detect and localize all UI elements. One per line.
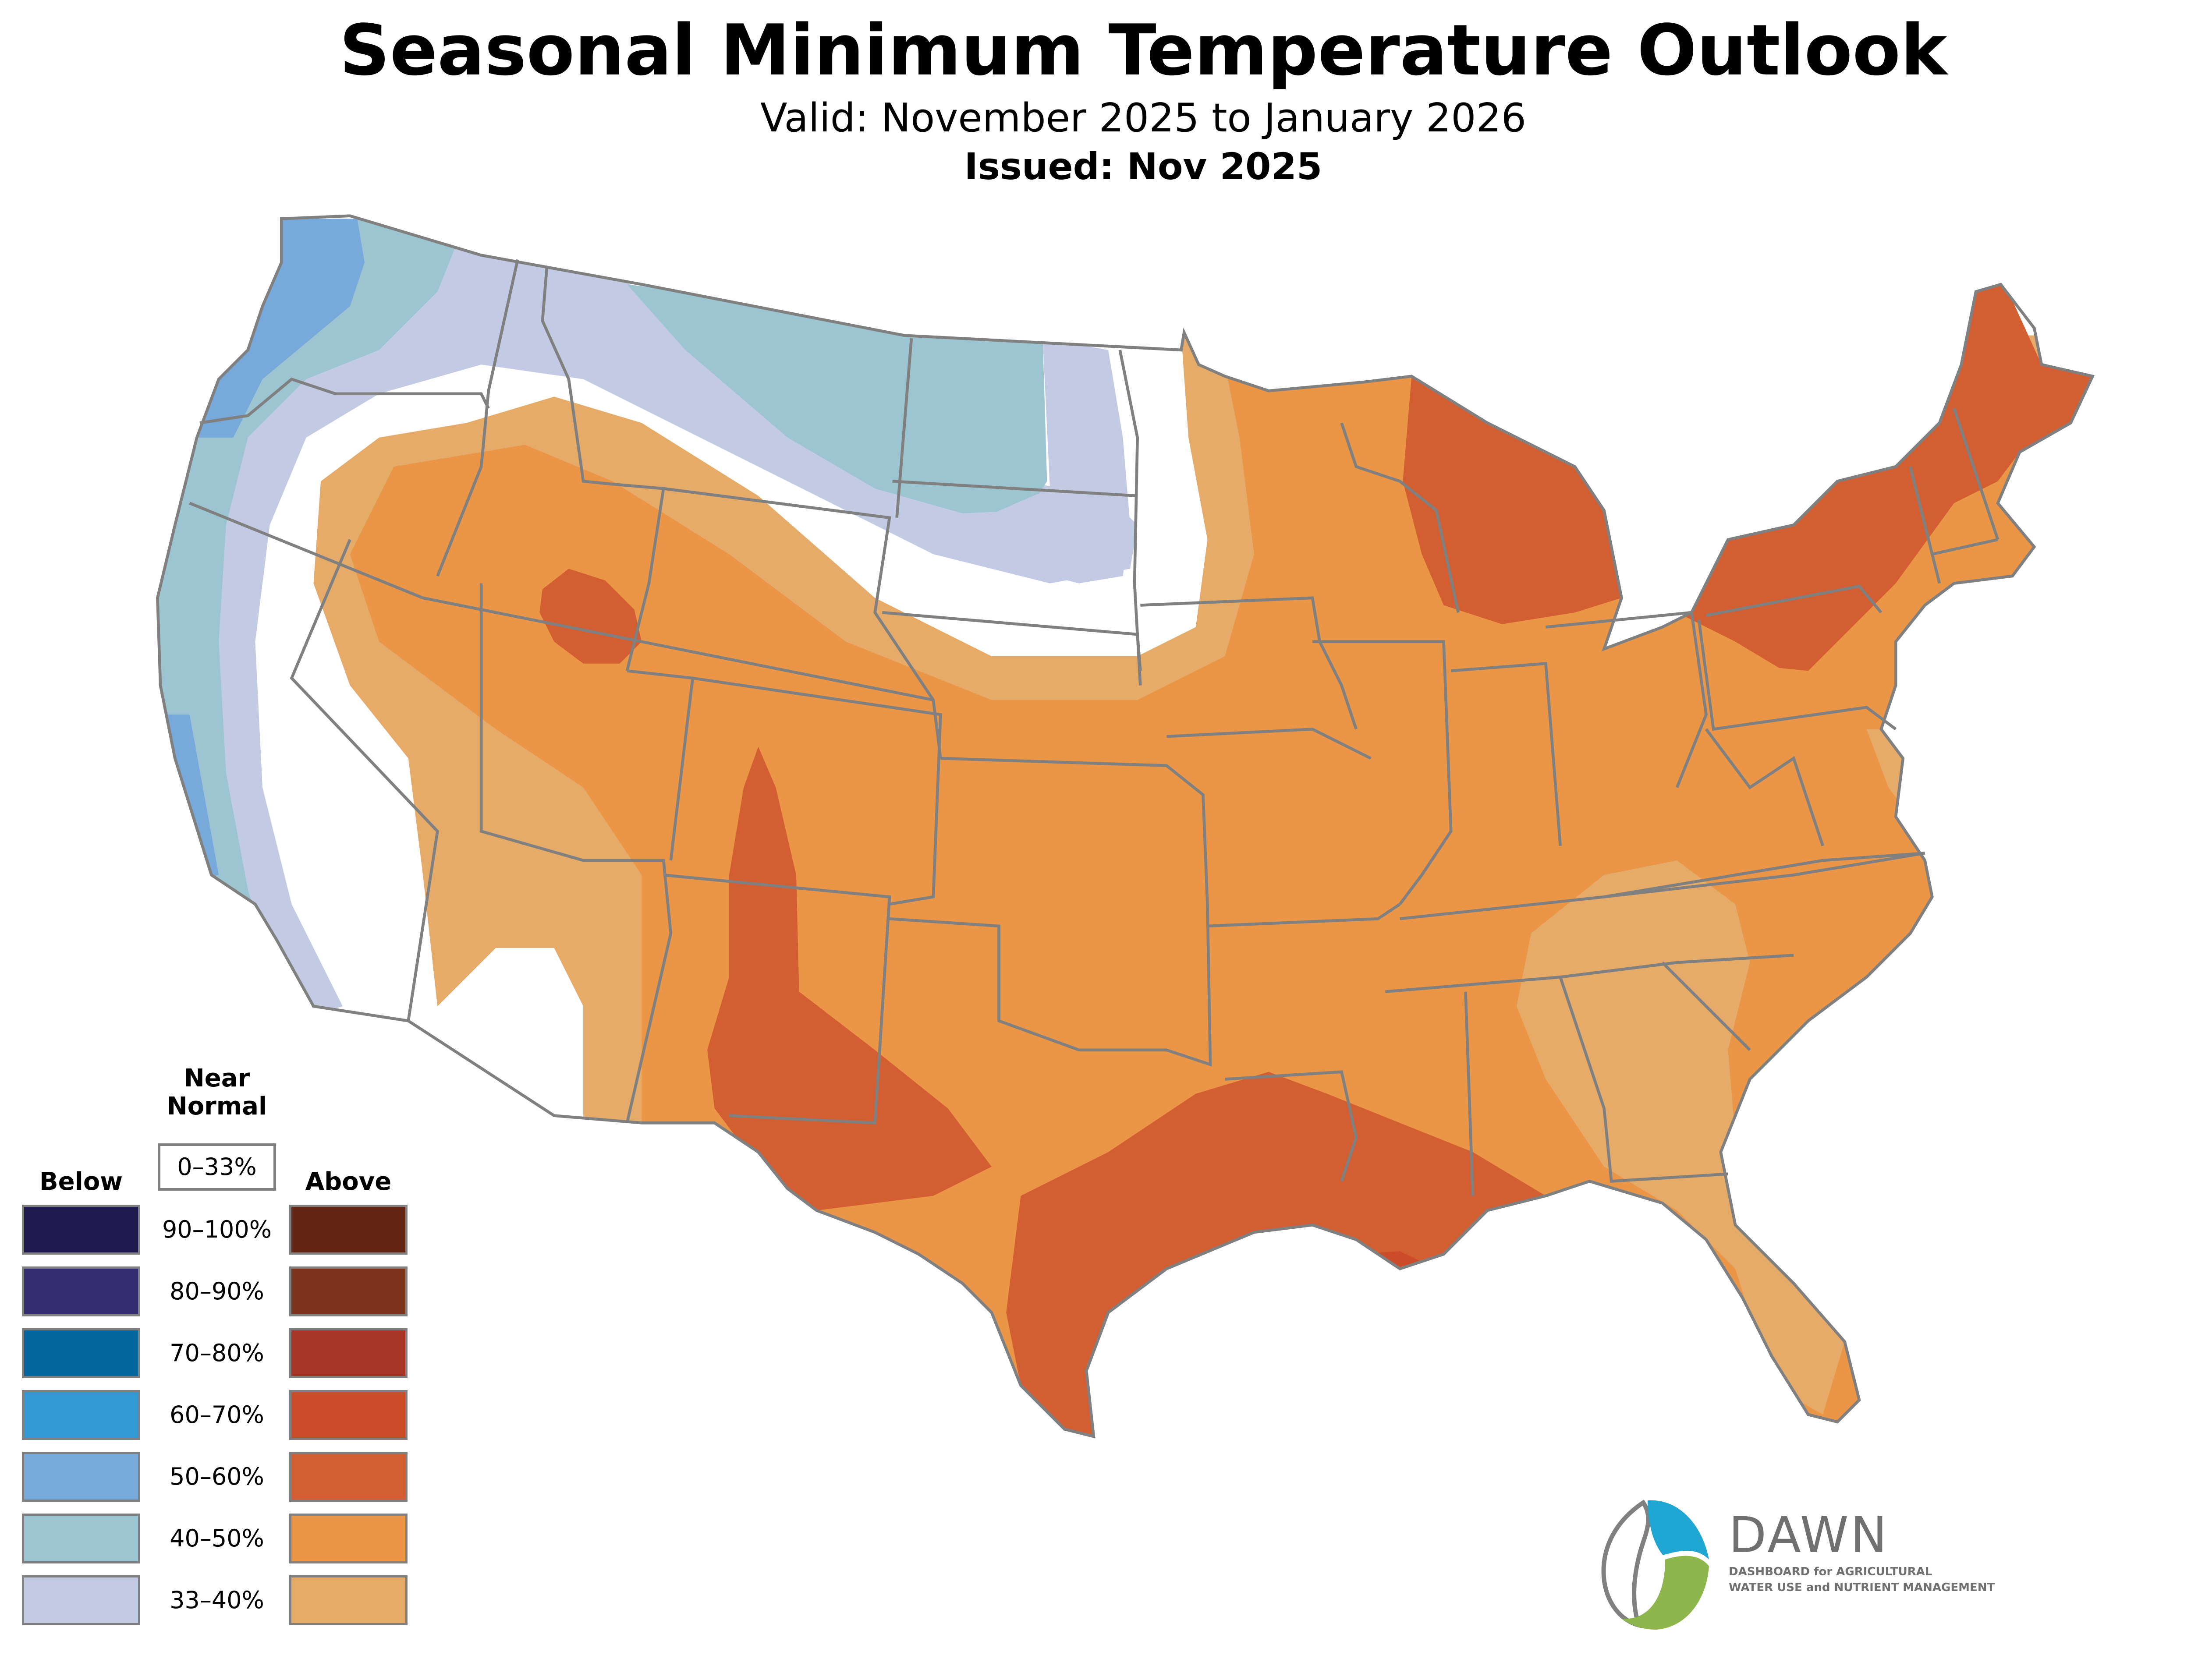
legend-above-swatch bbox=[289, 1205, 408, 1255]
legend-near-normal-line2: Normal bbox=[167, 1092, 267, 1121]
border-in bbox=[1450, 662, 1562, 846]
legend-above-label: Above bbox=[305, 1167, 392, 1196]
legend-range-label: 40–50% bbox=[170, 1524, 264, 1552]
border-ne-ks bbox=[940, 757, 1209, 905]
region-above-33-40-se bbox=[1516, 860, 1845, 1415]
legend-near-normal-swatch: 0–33% bbox=[158, 1143, 276, 1191]
border-ny-pa bbox=[1705, 584, 1883, 617]
border-co-ks bbox=[692, 676, 942, 906]
legend-above-swatch bbox=[289, 1452, 408, 1502]
border-wy bbox=[663, 487, 942, 759]
region-above-50-60-northeast bbox=[1677, 284, 2093, 671]
border-ca-nv bbox=[290, 539, 439, 1021]
legend-below-swatch bbox=[22, 1328, 140, 1378]
legend-above-swatch bbox=[289, 1390, 408, 1440]
border-ok bbox=[889, 904, 1212, 1067]
border-nv-ut-az bbox=[479, 583, 673, 1124]
logo-blue-drop-icon bbox=[1648, 1500, 1709, 1560]
region-below-33-40-north bbox=[933, 338, 1131, 584]
region-above-50-60-southwest bbox=[707, 746, 992, 1211]
border-tn-al bbox=[1385, 954, 1794, 994]
legend-below-swatch bbox=[22, 1514, 140, 1563]
border-nh-me bbox=[1953, 408, 2000, 540]
legend-range-label: 60–70% bbox=[170, 1401, 264, 1429]
border-id bbox=[436, 259, 519, 577]
border-wi-mi bbox=[1340, 422, 1460, 613]
border-il bbox=[1312, 640, 1453, 905]
dawn-logo bbox=[1601, 1498, 1711, 1630]
border-ms-al bbox=[1464, 991, 1475, 1196]
border-ar-la bbox=[1225, 1070, 1358, 1182]
legend-range-label: 90–100% bbox=[162, 1216, 272, 1243]
border-oh bbox=[1546, 611, 1708, 788]
region-below-40-50-north bbox=[627, 284, 1047, 513]
page-title: Seasonal Minimum Temperature Outlook bbox=[339, 9, 1947, 91]
logo-green-leaf-icon bbox=[1621, 1556, 1709, 1630]
legend-below-swatch bbox=[22, 1452, 140, 1502]
border-or-ca-nv bbox=[189, 502, 934, 702]
border-mo-ar bbox=[1207, 903, 1401, 928]
legend-below-swatch bbox=[22, 1205, 140, 1255]
border-vt-nh bbox=[1932, 538, 1998, 556]
legend-above-swatch bbox=[289, 1575, 408, 1625]
legend-range-label: 33–40% bbox=[170, 1586, 264, 1614]
border-id-mt bbox=[541, 266, 665, 672]
legend-range-label: 80–90% bbox=[170, 1277, 264, 1305]
border-ia-mo bbox=[1166, 728, 1372, 760]
border-dak-mn bbox=[1118, 350, 1142, 686]
legend-range-label: 50–60% bbox=[170, 1463, 264, 1490]
region-above-50-60-idaho bbox=[539, 569, 642, 664]
legend-above-swatch bbox=[289, 1328, 408, 1378]
issued-date: Issued: Nov 2025 bbox=[964, 145, 1322, 188]
logo-tagline: DASHBOARD for AGRICULTURAL WATER USE and… bbox=[1729, 1564, 1995, 1595]
border-va-nc bbox=[1604, 852, 1925, 898]
legend-below-swatch bbox=[22, 1575, 140, 1625]
legend-above-swatch bbox=[289, 1266, 408, 1316]
region-above-50-60-great-lakes bbox=[1403, 376, 1622, 624]
border-mt-dak bbox=[895, 338, 913, 518]
legend-near-normal-range: 0–33% bbox=[177, 1153, 257, 1181]
border-az-nm bbox=[663, 874, 891, 1125]
valid-period: Valid: November 2025 to January 2026 bbox=[760, 95, 1527, 141]
legend-above-swatch bbox=[289, 1514, 408, 1563]
border-wa-or bbox=[199, 377, 490, 424]
us-outline bbox=[156, 214, 2095, 1439]
logo-tagline-line2: WATER USE and NUTRIENT MANAGEMENT bbox=[1729, 1581, 1995, 1594]
logo-name: DAWN bbox=[1729, 1507, 1889, 1564]
border-wv-va bbox=[1705, 728, 1824, 846]
border-ky-tn bbox=[1400, 852, 1925, 920]
legend-below-swatch bbox=[22, 1390, 140, 1440]
border-pa bbox=[1697, 619, 1897, 731]
legend-below-label: Below bbox=[39, 1167, 123, 1196]
legend-near-normal-line1: Near bbox=[184, 1064, 250, 1093]
state-borders bbox=[156, 214, 2095, 1439]
legend-below-swatch bbox=[22, 1266, 140, 1316]
legend-range-label: 70–80% bbox=[170, 1339, 264, 1367]
logo-tagline-line1: DASHBOARD for AGRICULTURAL bbox=[1729, 1565, 1932, 1578]
border-nd-sd bbox=[892, 480, 1138, 498]
border-al-ga bbox=[1559, 976, 1728, 1183]
border-ga-sc bbox=[1661, 961, 1751, 1051]
